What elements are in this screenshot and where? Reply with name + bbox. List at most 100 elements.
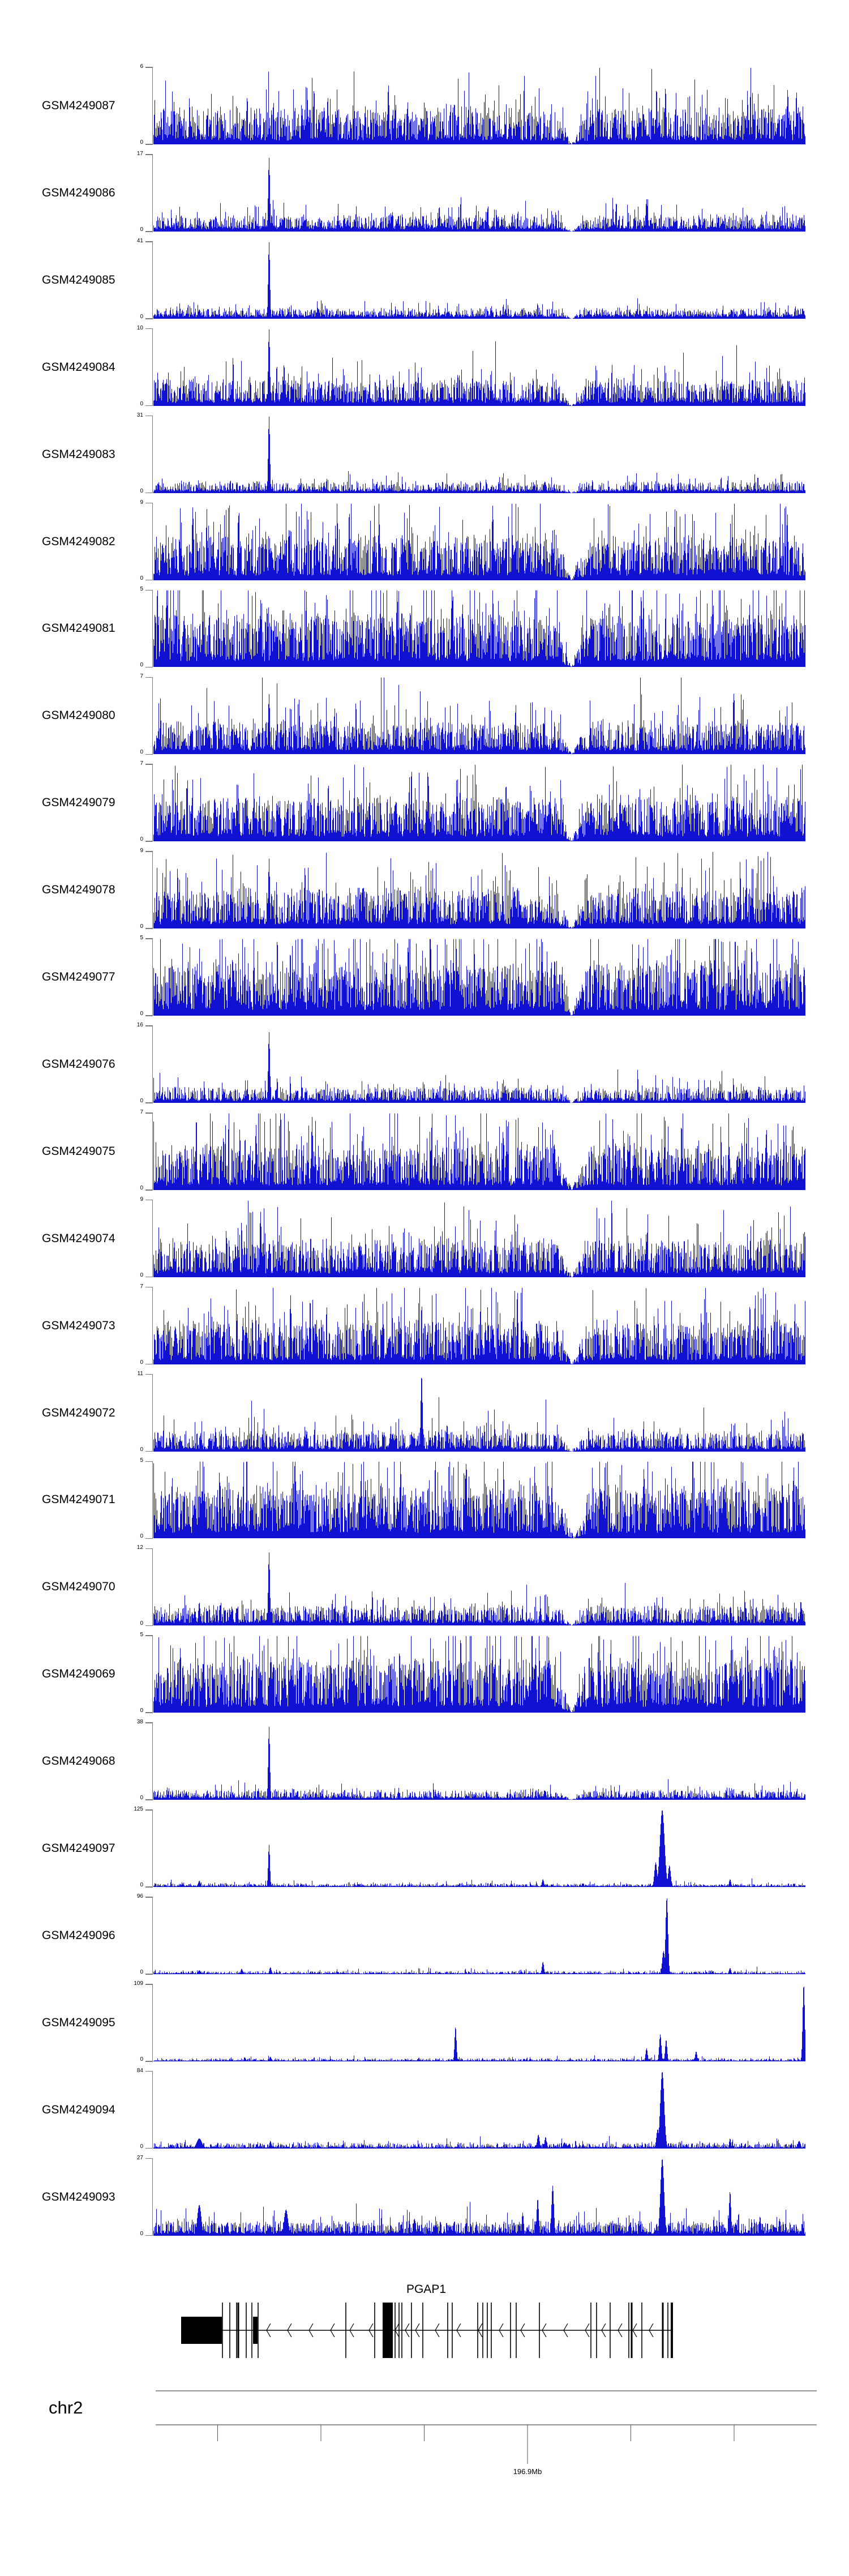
track-ymax-label: 5	[140, 935, 143, 941]
strand-arrow-icon	[632, 2323, 637, 2338]
track-ymax-tick	[145, 328, 153, 330]
track-zero-label: 0	[140, 1272, 143, 1278]
strand-arrow-icon	[499, 2323, 504, 2338]
track-ymax-label: 9	[140, 499, 143, 506]
track-zero-label: 0	[140, 400, 143, 407]
track-zero-label: 0	[140, 662, 143, 669]
track-label: GSM4249087	[42, 99, 115, 112]
coverage-area	[153, 2159, 805, 2236]
exon-line	[236, 2303, 237, 2358]
track-zero-tick	[145, 754, 153, 755]
exon-line	[539, 2303, 540, 2358]
coverage-area	[153, 416, 805, 493]
track-label: GSM4249073	[42, 1319, 115, 1332]
strand-arrow-icon	[618, 2323, 623, 2338]
track-label: GSM4249081	[42, 622, 115, 635]
exon-block	[383, 2303, 393, 2358]
track-zero-label: 0	[140, 139, 143, 146]
track-ymax-label: 5	[140, 586, 143, 593]
coverage-area	[153, 1462, 805, 1539]
track-label: GSM4249070	[42, 1580, 115, 1594]
track-signal	[153, 1462, 805, 1539]
track-zero-label: 0	[140, 1097, 143, 1104]
track-ymax-tick	[145, 1112, 153, 1114]
track-ymax-label: 12	[136, 1544, 143, 1551]
strand-arrow-icon	[542, 2323, 547, 2338]
track-zero-label: 0	[140, 2143, 143, 2150]
track-label: GSM4249076	[42, 1057, 115, 1071]
track-zero-label: 0	[140, 2230, 143, 2237]
track-zero-label: 0	[140, 226, 143, 233]
track-zero-tick	[145, 1538, 153, 1539]
exon-line	[222, 2303, 223, 2358]
gene-model	[181, 2303, 673, 2358]
track-zero-label: 0	[140, 1620, 143, 1627]
track-label: GSM4249097	[42, 1842, 115, 1855]
exon-line	[411, 2303, 412, 2358]
track-ymax-label: 7	[140, 760, 143, 767]
track-y-axis-line	[152, 1374, 153, 1452]
coverage-area	[153, 1810, 805, 1887]
track-ymax-label: 6	[140, 63, 143, 70]
track-zero-tick	[145, 144, 153, 145]
track-zero-label: 0	[140, 923, 143, 930]
track-y-axis-line	[152, 590, 153, 667]
track-label: GSM4249082	[42, 534, 115, 548]
track-zero-tick	[145, 492, 153, 494]
track-y-axis-line	[152, 939, 153, 1016]
track-ymax-tick	[145, 1286, 153, 1288]
track-ymax-label: 16	[136, 1021, 143, 1028]
track-ymax-tick	[145, 154, 153, 155]
track-ymax-tick	[145, 764, 153, 765]
track-y-axis-line	[152, 1984, 153, 2061]
track-ymax-tick	[145, 1984, 153, 1985]
exon-line	[631, 2303, 633, 2358]
track-ymax-tick	[145, 677, 153, 678]
track-zero-tick	[145, 318, 153, 319]
track-ymax-tick	[145, 1199, 153, 1201]
track-zero-label: 0	[140, 1708, 143, 1714]
cds-box	[181, 2317, 222, 2344]
track-ymax-tick	[145, 1809, 153, 1811]
track-ymax-tick	[145, 2070, 153, 2072]
track-signal	[153, 1032, 805, 1103]
coverage-area	[153, 329, 805, 406]
track-ymax-tick	[145, 589, 153, 591]
track-zero-label: 0	[140, 1446, 143, 1453]
chromosome-label: chr2	[49, 2398, 83, 2417]
track-zero-tick	[145, 1276, 153, 1278]
track-y-axis-line	[152, 764, 153, 842]
exon-line	[374, 2303, 375, 2358]
track-y-axis-line	[152, 241, 153, 319]
track-ymax-tick	[145, 67, 153, 68]
track-signal	[153, 1552, 805, 1626]
track-zero-tick	[145, 1974, 153, 1975]
cds-box	[253, 2317, 258, 2344]
track-y-axis-line	[152, 1461, 153, 1539]
exon-line	[482, 2303, 483, 2358]
track-ymax-tick	[145, 241, 153, 242]
track-ymax-tick	[145, 1722, 153, 1723]
track-y-axis-line	[152, 677, 153, 755]
track-zero-tick	[145, 1625, 153, 1627]
coverage-area	[153, 1200, 805, 1277]
track-signal	[153, 1200, 805, 1277]
track-ymax-label: 7	[140, 1109, 143, 1115]
strand-arrow-icon	[478, 2323, 483, 2338]
exon-line	[510, 2303, 511, 2358]
coverage-area	[153, 1552, 805, 1626]
track-zero-tick	[145, 2235, 153, 2236]
track-zero-label: 0	[140, 836, 143, 843]
exon-line	[452, 2303, 453, 2358]
coverage-area	[153, 242, 805, 319]
track-zero-tick	[145, 841, 153, 842]
track-label: GSM4249074	[42, 1231, 115, 1245]
gene-title: PGAP1	[406, 2283, 447, 2296]
track-zero-tick	[145, 1102, 153, 1103]
axis-tick-label: 196.9Mb	[513, 2467, 542, 2476]
track-y-axis-line	[152, 1636, 153, 1713]
track-zero-tick	[145, 1015, 153, 1016]
strand-arrow-icon	[266, 2323, 271, 2338]
track-signal	[153, 1898, 805, 1974]
